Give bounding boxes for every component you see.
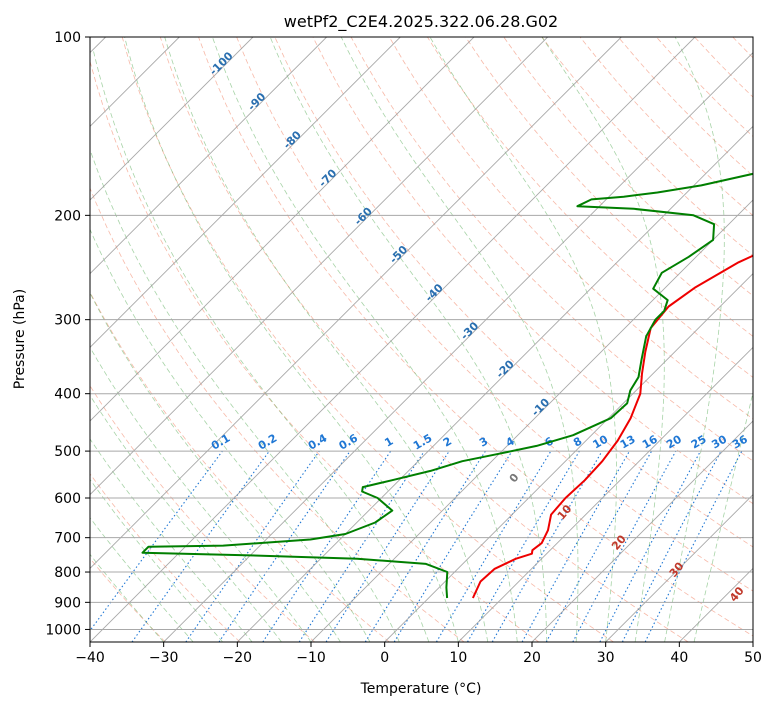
- x-tick-label: 10: [449, 650, 467, 666]
- isotherm-line: [90, 37, 401, 348]
- moist-adiabat: [90, 438, 253, 642]
- mixing-ratio-line: [185, 450, 320, 642]
- x-tick-label: 40: [670, 650, 688, 666]
- dry-adiabat: [90, 187, 465, 642]
- mixing-ratio-line: [644, 450, 743, 642]
- isotherm-line: [90, 37, 254, 201]
- dry-adiabat: [90, 291, 390, 642]
- moist-adiabat: [693, 390, 753, 642]
- y-axis-label: Pressure (hPa): [12, 289, 28, 389]
- isotherm-line: [163, 52, 753, 642]
- dry-adiabat: [90, 557, 166, 642]
- x-axis-label: Temperature (°C): [360, 681, 482, 697]
- x-tick-label: −40: [75, 650, 105, 666]
- moist-adiabat: [124, 37, 459, 642]
- moist-adiabat: [90, 478, 223, 642]
- isotherm-line: [90, 37, 475, 422]
- y-tick-label: 800: [54, 565, 81, 581]
- mixing-ratio-line: [218, 450, 351, 642]
- x-tick-label: −10: [296, 650, 326, 666]
- x-tick-label: −30: [149, 650, 179, 666]
- y-tick-label: 1000: [45, 622, 81, 638]
- moist-adiabat: [90, 517, 194, 642]
- dry-adiabat: [90, 385, 315, 642]
- background-lines: [90, 37, 753, 642]
- mixing-ratio-line: [521, 450, 630, 642]
- mixing-ratio-line: [298, 450, 425, 642]
- dry-adiabat: [90, 473, 241, 642]
- y-tick-label: 900: [54, 595, 81, 611]
- isotherm-line: [90, 37, 696, 642]
- profile-lines: [141, 172, 753, 599]
- dry-adiabat: [121, 37, 614, 642]
- y-tick-label: 200: [54, 208, 81, 224]
- y-tick-label: 500: [54, 444, 81, 460]
- temperature-profile: [471, 254, 753, 599]
- mixing-ratio-line: [131, 450, 270, 642]
- isotherm-line: [237, 125, 753, 642]
- plot-frame: [89, 36, 754, 643]
- moist-adiabat: [164, 37, 489, 642]
- moist-adiabat: [340, 37, 579, 642]
- mixing-ratio-line: [545, 450, 653, 642]
- dewpoint-profile: [141, 172, 753, 599]
- isotherm-line: [458, 346, 753, 642]
- x-tick-label: −20: [223, 650, 253, 666]
- y-tick-label: 300: [54, 313, 81, 329]
- moist-adiabat: [90, 148, 400, 642]
- mixing-ratio-line: [262, 450, 392, 642]
- dry-adiabat: [350, 37, 753, 462]
- x-tick-label: 20: [523, 650, 541, 666]
- mixing-ratio-line: [572, 450, 677, 642]
- isotherm-line: [90, 37, 548, 496]
- dry-adiabat: [274, 37, 753, 548]
- mixing-ratio-line: [90, 450, 223, 632]
- isotherm-line: [310, 199, 753, 642]
- dry-adiabat: [198, 37, 753, 637]
- dry-adiabat: [503, 37, 753, 297]
- y-tick-label: 700: [54, 531, 81, 547]
- dry-adiabat: [90, 59, 540, 642]
- mixing-ratio-line: [393, 450, 513, 642]
- isotherm-line: [90, 37, 327, 275]
- x-tick-label: 0: [380, 650, 389, 666]
- isotherm-line: [90, 37, 622, 569]
- axis-ticks: −40 −30 −20 −10 0 10 20 30 40 50 100 200 300 400 500 60…: [45, 30, 762, 666]
- mixing-ratio-line: [325, 450, 450, 642]
- moist-adiabat: [212, 37, 518, 642]
- chart-title: wetPf2_C2E4.2025.322.06.28.G02: [284, 12, 558, 32]
- moist-adiabat: [541, 37, 665, 642]
- moist-adiabat: [92, 49, 430, 642]
- isotherm-line: [605, 494, 753, 642]
- isotherm-line: [531, 420, 753, 642]
- isotherm-line: [384, 273, 753, 642]
- y-tick-label: 600: [54, 491, 81, 507]
- x-tick-label: 30: [597, 650, 615, 666]
- y-tick-label: 400: [54, 387, 81, 403]
- dry-adiabat: [427, 37, 753, 378]
- x-tick-label: 50: [744, 650, 762, 666]
- moist-adiabat: [90, 553, 164, 642]
- moist-adiabat: [429, 37, 617, 642]
- dry-adiabat: [236, 37, 753, 592]
- y-tick-label: 100: [54, 30, 81, 46]
- moist-adiabat: [90, 292, 341, 642]
- moist-adiabat: [664, 37, 725, 642]
